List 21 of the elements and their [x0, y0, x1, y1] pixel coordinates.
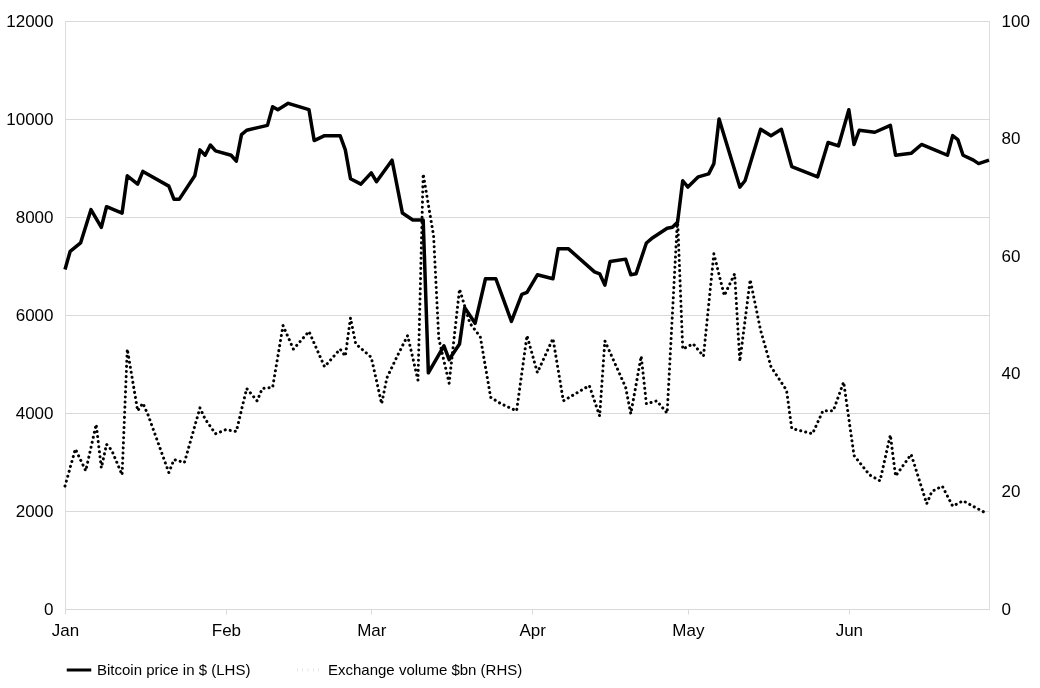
legend-label: Exchange volume $bn (RHS)	[328, 661, 523, 678]
y2-tick-label: 20	[1001, 481, 1021, 501]
x-tick-label: Jun	[835, 620, 864, 640]
y2-tick-label: 100	[1001, 11, 1030, 31]
y2-tick-label: 0	[1001, 599, 1011, 619]
x-tick-label: May	[672, 620, 705, 640]
x-tick-label: Jan	[51, 620, 80, 640]
y2-tick-label: 40	[1001, 364, 1021, 384]
y-tick-label: 8000	[15, 207, 54, 227]
y-tick-label: 12000	[6, 11, 54, 31]
y-tick-label: 10000	[6, 109, 54, 129]
y-tick-label: 6000	[15, 305, 54, 325]
y-tick-label: 0	[44, 599, 54, 619]
y2-tick-label: 80	[1001, 129, 1021, 149]
x-tick-label: Feb	[211, 620, 242, 640]
y-tick-label: 2000	[15, 501, 54, 521]
y-tick-label: 4000	[15, 403, 54, 423]
legend-label: Bitcoin price in $ (LHS)	[97, 661, 251, 678]
x-tick-label: Mar	[357, 620, 387, 640]
y2-tick-label: 60	[1001, 246, 1021, 266]
x-tick-label: Apr	[519, 620, 547, 640]
